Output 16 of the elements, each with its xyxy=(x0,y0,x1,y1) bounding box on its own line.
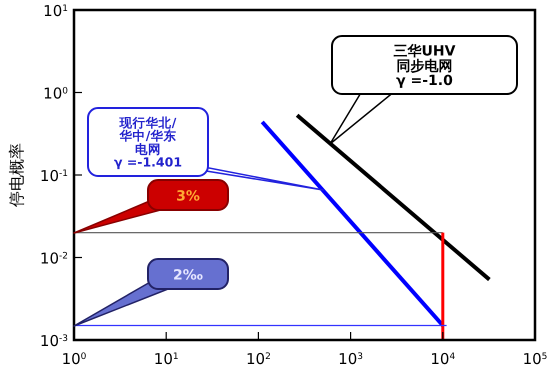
y-tick-label: 10$^{1}$ xyxy=(43,2,68,20)
y-tick-label: 10$^{-3}$ xyxy=(40,332,68,350)
x-tick-label: 10$^{4}$ xyxy=(430,350,456,368)
y-tick-label: 10$^{-2}$ xyxy=(40,250,68,268)
annotation: 现行华北/华中/华东电网γ =-1.401 xyxy=(114,115,182,170)
annotation: 2‰ xyxy=(173,267,203,284)
y-tick-label: 10$^{-1}$ xyxy=(40,167,68,185)
x-tick-label: 10$^{1}$ xyxy=(154,350,179,368)
x-tick-label: 10$^{2}$ xyxy=(246,350,271,368)
annotation: 3% xyxy=(176,188,200,204)
annotation: 三华UHV同步电网γ =-1.0 xyxy=(394,44,456,89)
x-tick-label: 10$^{5}$ xyxy=(522,350,548,368)
y-tick-label: 10$^{0}$ xyxy=(43,84,68,102)
x-tick-label: 10$^{0}$ xyxy=(62,350,87,368)
x-tick-label: 10$^{3}$ xyxy=(338,350,364,368)
y-axis-title: 停电概率 xyxy=(7,143,26,207)
